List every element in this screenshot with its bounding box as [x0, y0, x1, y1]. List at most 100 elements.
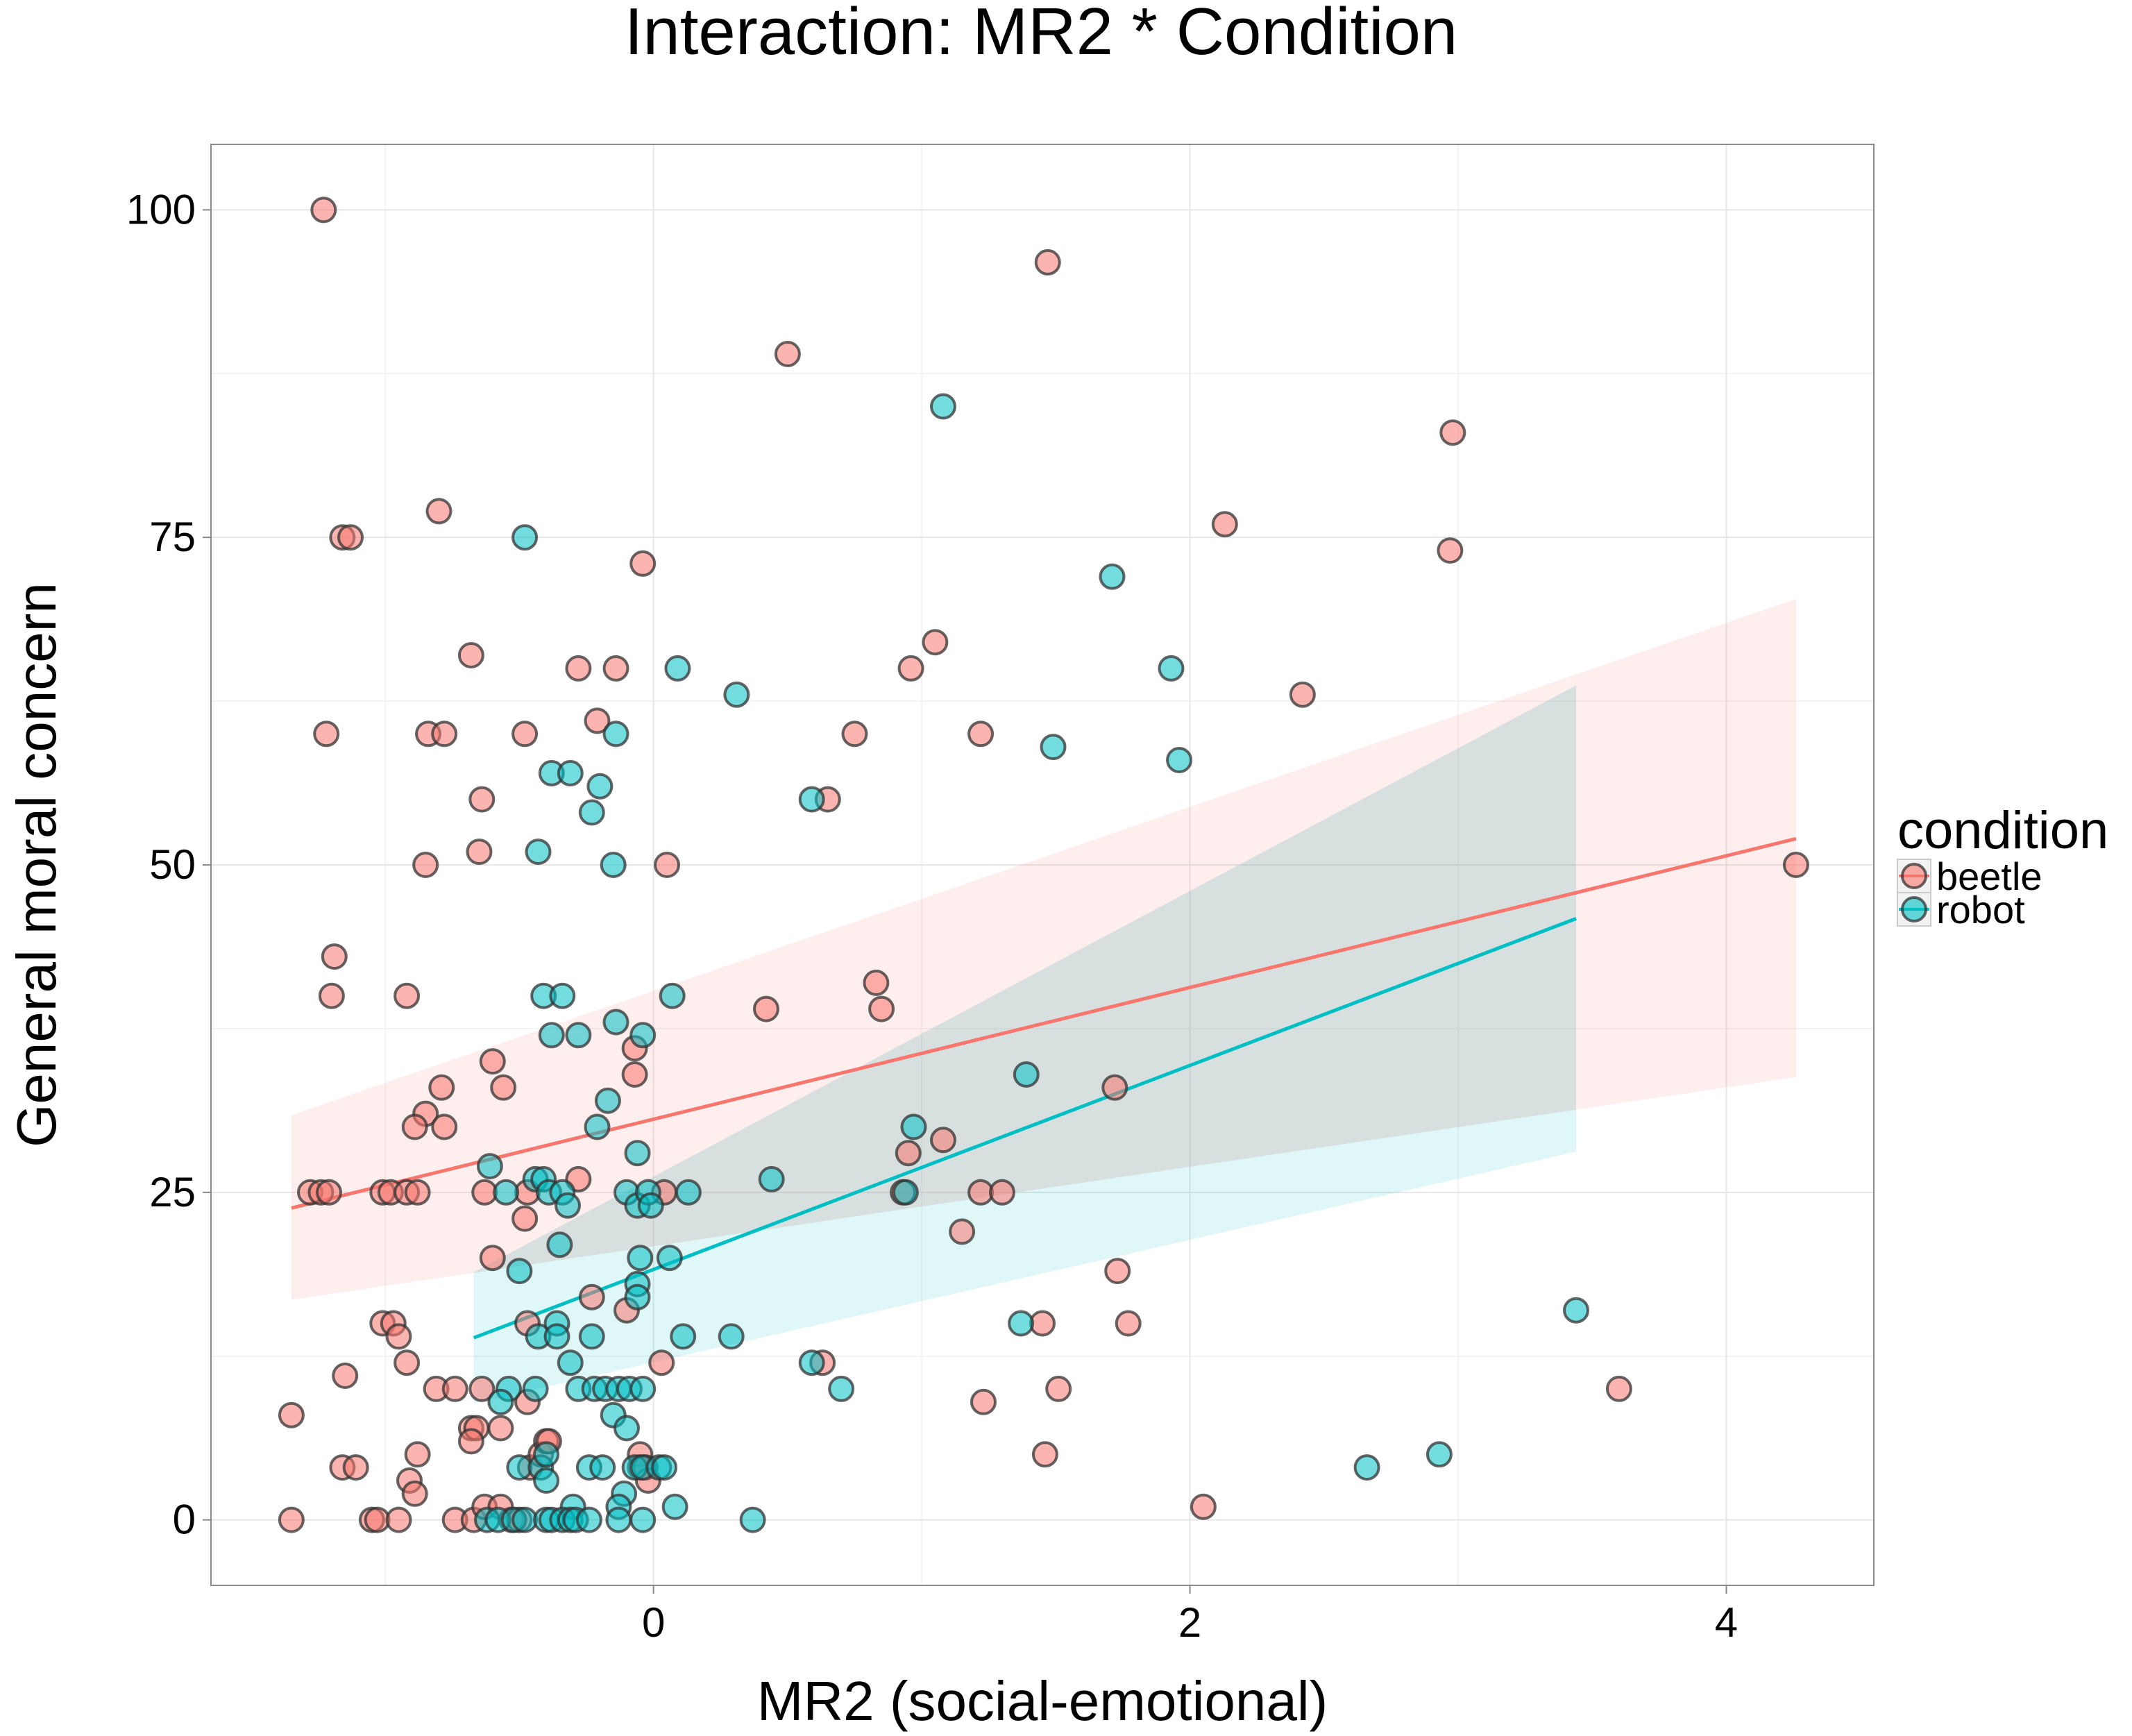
data-point-robot [565, 1022, 592, 1049]
data-point-robot [1013, 1061, 1040, 1088]
data-point-robot [557, 1349, 584, 1376]
data-point-beetle [401, 1113, 428, 1140]
data-point-beetle [318, 982, 345, 1009]
legend-marker-robot [1901, 896, 1927, 922]
data-point-robot [624, 1283, 651, 1311]
data-point-robot [892, 1179, 919, 1206]
data-point-beetle [621, 1061, 648, 1088]
regression-line-robot [473, 917, 1577, 1340]
data-point-robot [659, 982, 686, 1009]
y-axis-label: General moral concern [6, 582, 67, 1147]
data-point-beetle [895, 1140, 922, 1167]
data-point-robot [578, 799, 605, 826]
data-point-beetle [774, 341, 801, 367]
data-point-beetle [404, 1441, 431, 1468]
data-point-beetle [332, 1363, 359, 1389]
data-point-robot [1099, 563, 1126, 590]
data-point-robot [555, 1192, 581, 1219]
data-point-robot [575, 1506, 602, 1533]
data-point-beetle [394, 1349, 421, 1376]
data-point-beetle [468, 1375, 496, 1402]
data-point-robot [1166, 747, 1193, 773]
data-point-beetle [441, 1375, 468, 1402]
x-tick-label: 4 [1715, 1599, 1738, 1646]
data-point-robot [1040, 734, 1067, 761]
data-point-beetle [949, 1218, 976, 1245]
data-point-robot [624, 1140, 651, 1167]
data-point-beetle [1605, 1375, 1632, 1402]
data-point-beetle [466, 838, 493, 866]
data-point-robot [557, 759, 584, 786]
data-point-beetle [922, 629, 949, 656]
data-point-beetle [278, 1506, 305, 1533]
data-point-beetle [1211, 511, 1238, 538]
data-point-robot [629, 1375, 657, 1402]
data-point-beetle [602, 655, 629, 682]
data-point-robot [605, 1506, 632, 1533]
data-point-robot [900, 1113, 927, 1140]
data-point-robot [511, 524, 539, 551]
data-points [278, 196, 1809, 1533]
data-point-beetle [1034, 248, 1061, 276]
data-point-robot [578, 1323, 605, 1350]
data-point-beetle [313, 720, 340, 748]
data-point-robot [661, 1493, 688, 1520]
data-point-beetle [278, 1401, 305, 1429]
confidence-band-overlap [473, 685, 1577, 1273]
data-point-beetle [1289, 681, 1316, 708]
y-tick-label: 50 [149, 841, 196, 888]
data-point-robot [675, 1179, 702, 1206]
data-point-robot [651, 1454, 678, 1481]
data-point-beetle [385, 1323, 412, 1350]
data-point-beetle [321, 943, 348, 970]
y-tick-label: 25 [149, 1169, 196, 1215]
data-point-beetle [479, 1048, 506, 1075]
data-point-beetle [970, 1388, 997, 1415]
data-point-robot [656, 1245, 683, 1272]
confidence-band-robot [473, 685, 1577, 1404]
data-point-beetle [868, 995, 895, 1022]
data-point-robot [828, 1375, 855, 1402]
data-point-beetle [412, 852, 439, 878]
data-point-beetle [490, 1074, 517, 1101]
regression-lines [291, 836, 1797, 1340]
data-point-beetle [385, 1506, 412, 1533]
data-point-beetle [511, 1205, 539, 1232]
data-point-beetle [565, 655, 592, 682]
data-point-beetle [841, 720, 868, 748]
data-point-robot [1425, 1441, 1453, 1468]
data-point-robot [511, 1506, 539, 1533]
data-point-beetle [578, 1283, 605, 1311]
data-point-beetle [648, 1349, 675, 1376]
data-point-beetle [1190, 1493, 1217, 1520]
x-axis-ticks: 0 2 4 [642, 1585, 1738, 1646]
data-point-robot [602, 720, 629, 748]
data-point-beetle [404, 1179, 431, 1206]
data-point-robot [1563, 1297, 1589, 1324]
data-point-robot [664, 655, 691, 682]
y-tick-label: 75 [149, 514, 196, 560]
data-point-beetle [1437, 537, 1464, 564]
data-point-beetle [431, 1113, 458, 1140]
data-point-beetle [863, 969, 890, 996]
data-point-beetle [753, 995, 779, 1022]
data-point-beetle [1045, 1375, 1072, 1402]
confidence-band-beetle [291, 598, 1796, 1300]
data-point-robot [718, 1323, 745, 1350]
data-point-beetle [394, 982, 421, 1009]
data-point-beetle [428, 1074, 455, 1101]
data-point-robot [739, 1506, 766, 1533]
data-point-beetle [479, 1245, 506, 1272]
data-point-beetle [629, 550, 657, 577]
data-point-beetle [457, 1428, 484, 1455]
data-point-beetle [457, 642, 484, 668]
data-point-robot [602, 1009, 629, 1036]
data-point-robot [798, 786, 825, 813]
data-point-robot [629, 1506, 657, 1533]
data-point-robot [798, 1349, 825, 1376]
data-point-robot [723, 681, 750, 708]
y-tick-label: 0 [173, 1497, 196, 1543]
legend-label-robot: robot [1936, 888, 2025, 932]
